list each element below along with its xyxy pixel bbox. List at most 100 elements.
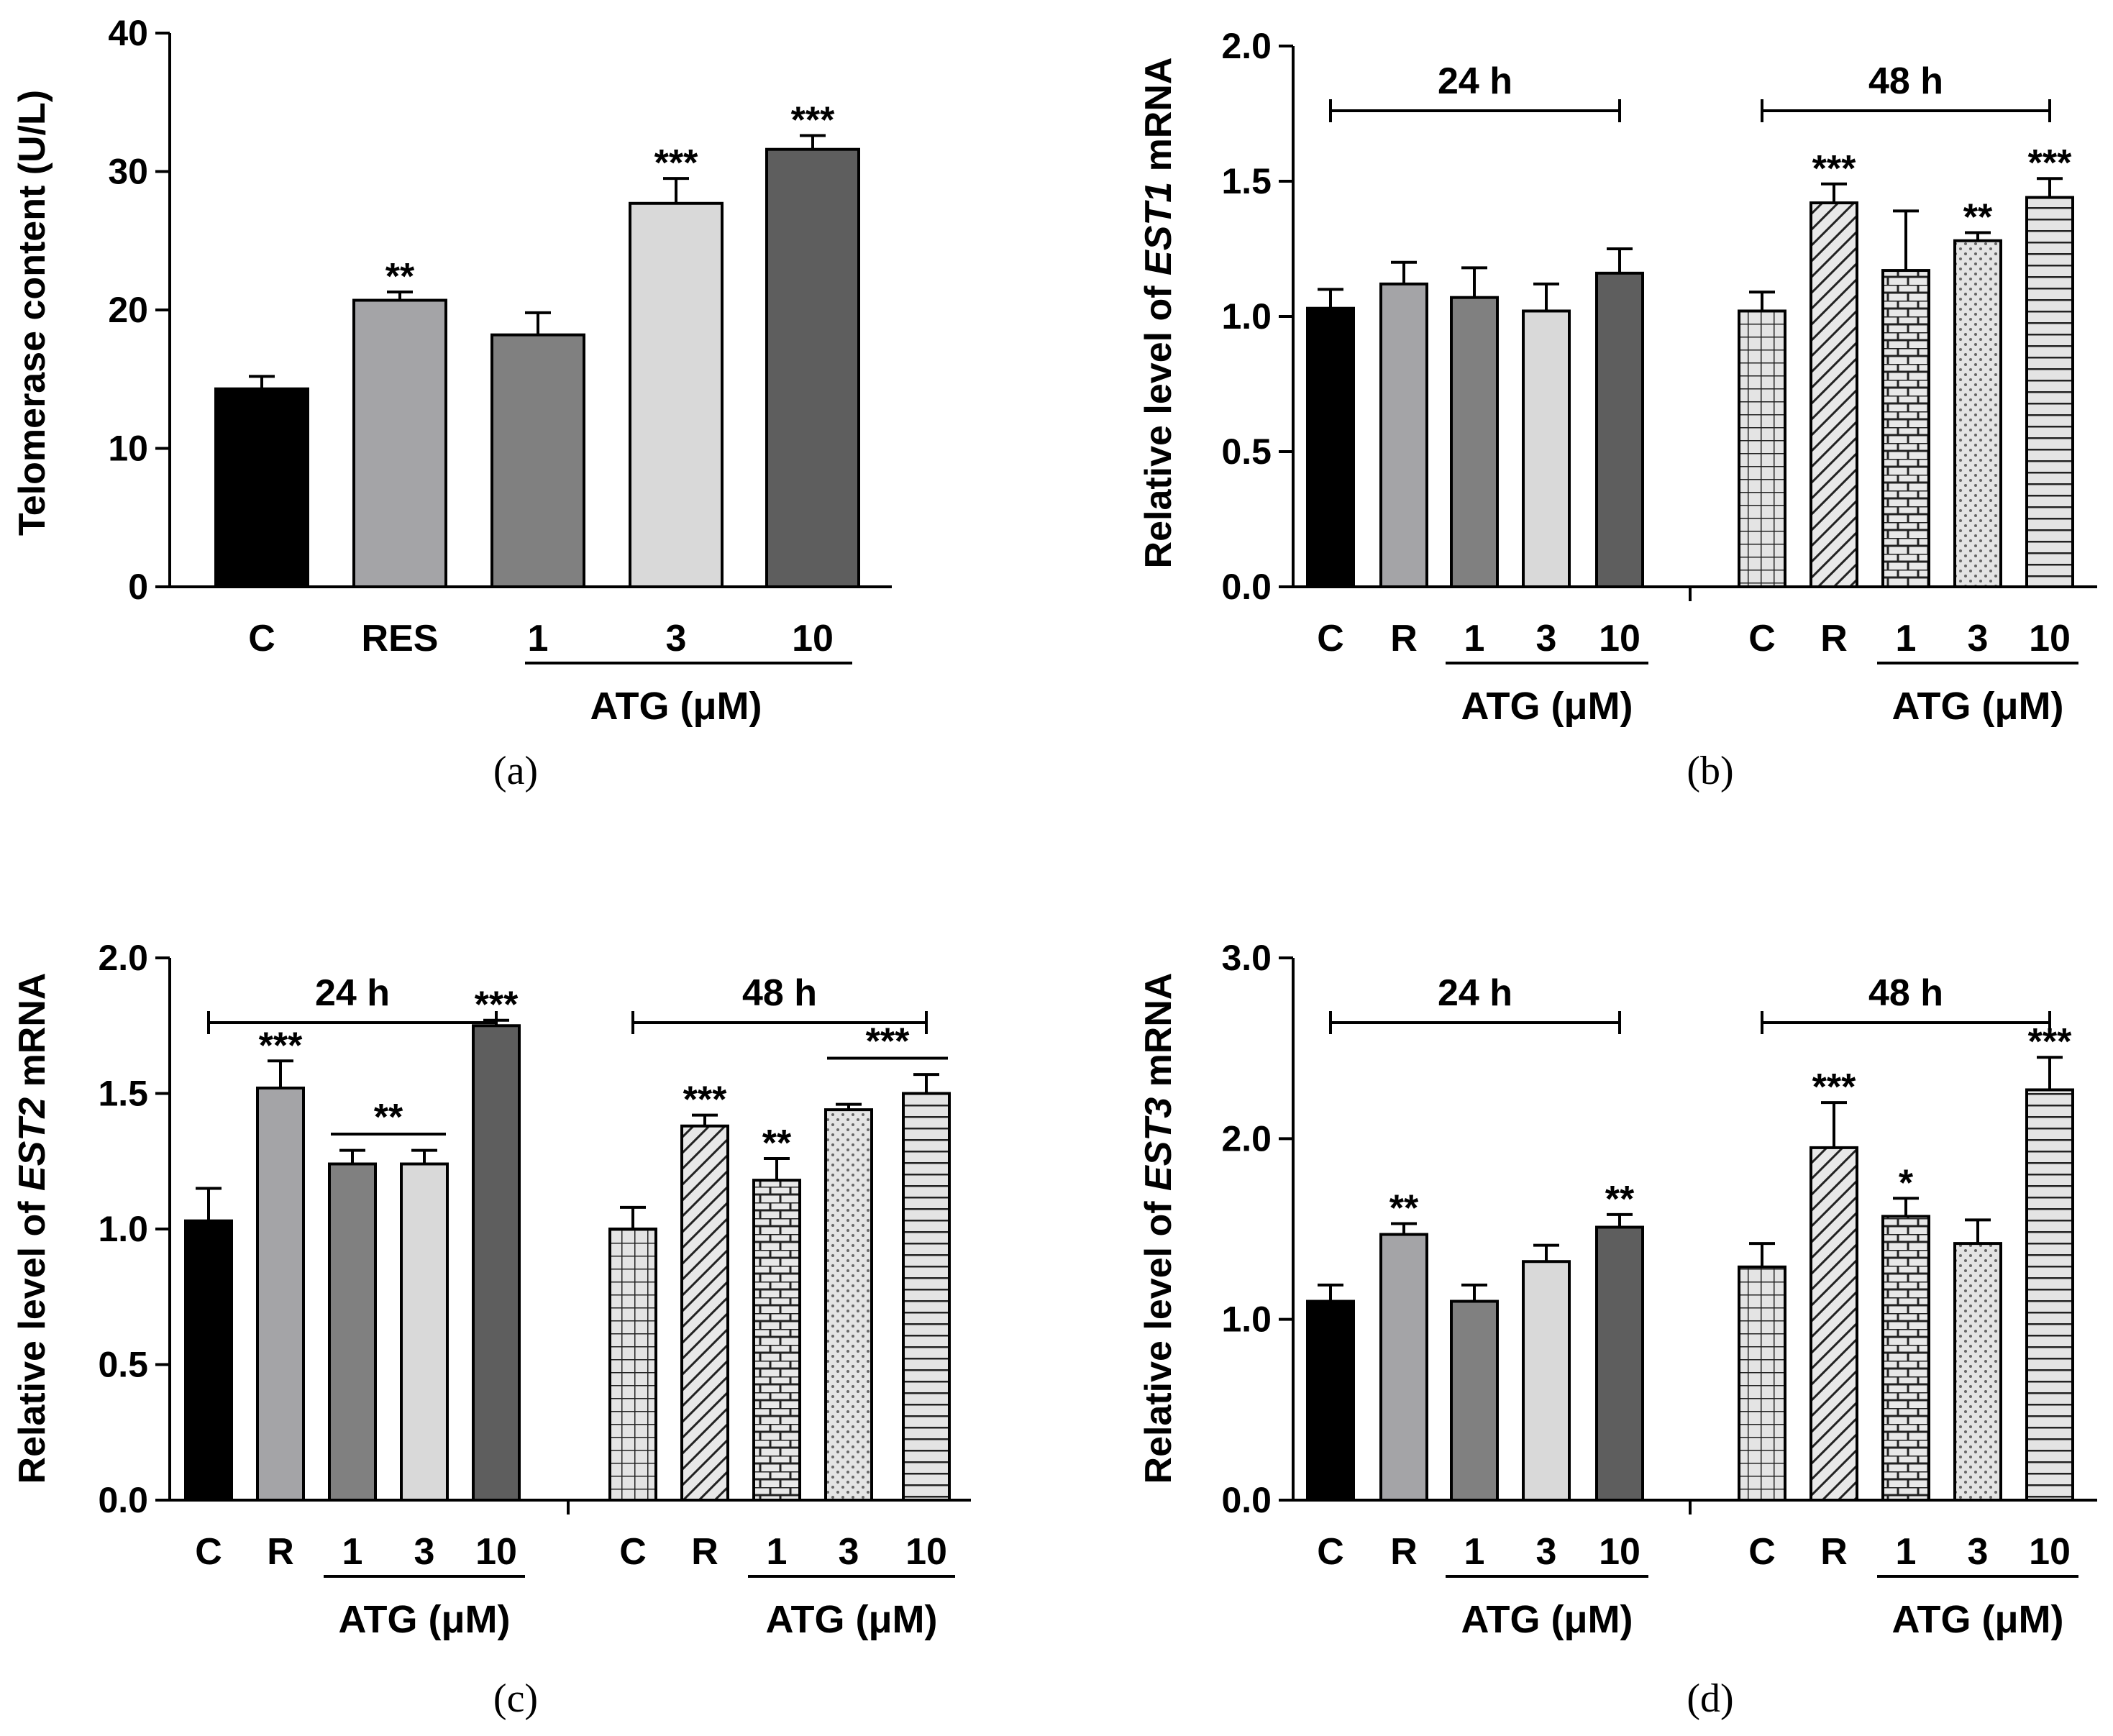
c-significance: *** bbox=[475, 985, 519, 1026]
c-bar bbox=[752, 1179, 801, 1502]
c-y-tick-label: 0.0 bbox=[98, 1480, 148, 1520]
a-significance: *** bbox=[654, 142, 698, 184]
d-significance: *** bbox=[1812, 1066, 1856, 1108]
d-category-label: C bbox=[1748, 1531, 1776, 1573]
c-category-label: R bbox=[691, 1531, 718, 1573]
b-category-label: 1 bbox=[1464, 618, 1485, 659]
d-bar bbox=[1738, 1265, 1786, 1502]
d-significance: ** bbox=[1605, 1179, 1635, 1220]
a-bar bbox=[765, 147, 860, 588]
c-atg-label: ATG (μM) bbox=[339, 1598, 511, 1641]
b-category-label: 10 bbox=[1599, 618, 1640, 659]
d-bar bbox=[1450, 1299, 1499, 1502]
a-significance: ** bbox=[385, 256, 415, 298]
b-y-tick-label: 2.0 bbox=[1221, 26, 1272, 66]
c-y-tick-label: 1.0 bbox=[98, 1209, 148, 1249]
c-time-label: 48 h bbox=[742, 972, 817, 1014]
c-y-tick-label: 0.5 bbox=[98, 1345, 148, 1385]
b-bar bbox=[1953, 239, 2002, 588]
panel-b-est1-chart: Relative level of EST1 mRNA 0.0 0.5 1.0 1.5… bbox=[1138, 26, 2097, 793]
b-bar bbox=[1522, 309, 1571, 588]
d-bar bbox=[1522, 1260, 1571, 1502]
a-y-tick-label: 20 bbox=[108, 290, 148, 330]
panel-c-est2-chart: Relative level of EST2 mRNA 0.0 0.5 1.0 1.5… bbox=[12, 938, 971, 1721]
c-bar bbox=[472, 1024, 521, 1502]
b-category-label: R bbox=[1390, 618, 1418, 659]
panel-c-axes: 0.0 0.5 1.0 1.5 2.0 24 h ATG (μM) 48 h ATG (μM) *… bbox=[98, 938, 971, 1641]
panel-c-label: (c) bbox=[493, 1676, 538, 1721]
panel-a-label: (a) bbox=[493, 749, 538, 793]
d-category-label: 1 bbox=[1896, 1531, 1917, 1573]
d-category-label: 1 bbox=[1464, 1531, 1485, 1573]
a-bar bbox=[214, 387, 309, 588]
c-category-label: 1 bbox=[342, 1531, 363, 1573]
c-category-label: 3 bbox=[414, 1531, 435, 1573]
b-bar bbox=[1881, 269, 1930, 588]
a-bar bbox=[490, 333, 585, 588]
b-significance: *** bbox=[2028, 142, 2072, 184]
b-category-label: R bbox=[1820, 618, 1848, 659]
c-bar bbox=[328, 1162, 377, 1502]
a-y-tick-label: 10 bbox=[108, 429, 148, 469]
d-bar bbox=[2025, 1088, 2074, 1502]
d-y-tick-label: 2.0 bbox=[1221, 1118, 1272, 1159]
a-y-tick-label: 0 bbox=[128, 567, 148, 607]
panel-c-bars: C *** R 1 3 *** 10 C *** R ** 1 3 10 bbox=[184, 985, 951, 1573]
b-bar bbox=[1595, 271, 1644, 588]
d-category-label: C bbox=[1317, 1531, 1344, 1573]
a-atg-label: ATG (μM) bbox=[590, 685, 762, 728]
d-significance: * bbox=[1899, 1162, 1914, 1204]
c-time-label: 24 h bbox=[315, 972, 390, 1014]
b-category-label: C bbox=[1317, 618, 1344, 659]
a-category-label: RES bbox=[362, 618, 439, 659]
panel-a-bars: C ** RES 1 *** 3 *** 10 bbox=[214, 99, 860, 659]
d-category-label: 10 bbox=[1599, 1531, 1640, 1573]
c-bar bbox=[608, 1228, 657, 1502]
b-category-label: 1 bbox=[1896, 618, 1917, 659]
b-time-label: 48 h bbox=[1868, 60, 1943, 102]
c-category-label: 1 bbox=[767, 1531, 788, 1573]
b-significance: ** bbox=[1963, 196, 1993, 238]
a-y-tick-label: 40 bbox=[108, 13, 148, 53]
panel-d-axes: 0.0 1.0 2.0 3.0 24 h ATG (μM) 48 h ATG (μM) bbox=[1221, 938, 2097, 1641]
b-time-label: 24 h bbox=[1438, 60, 1512, 102]
d-atg-label: ATG (μM) bbox=[1892, 1598, 2064, 1641]
b-y-tick-label: 1.5 bbox=[1221, 161, 1272, 201]
panel-d-est3-chart: Relative level of EST3 mRNA 0.0 1.0 2.0 3.0… bbox=[1138, 938, 2097, 1721]
b-y-tick-label: 0.0 bbox=[1221, 567, 1272, 607]
c-category-label: 10 bbox=[905, 1531, 947, 1573]
d-significance: ** bbox=[1389, 1187, 1419, 1229]
c-significance: *** bbox=[683, 1079, 727, 1121]
c-bar bbox=[902, 1092, 951, 1502]
panel-d-label: (d) bbox=[1687, 1676, 1733, 1721]
d-bar bbox=[1881, 1215, 1930, 1502]
a-category-label: 3 bbox=[666, 618, 687, 659]
c-category-label: C bbox=[195, 1531, 222, 1573]
c-y-tick-label: 1.5 bbox=[98, 1074, 148, 1114]
d-category-label: 10 bbox=[2029, 1531, 2071, 1573]
d-time-label: 24 h bbox=[1438, 972, 1512, 1014]
c-category-label: 10 bbox=[475, 1531, 517, 1573]
d-y-tick-label: 1.0 bbox=[1221, 1299, 1272, 1340]
c-significance: *** bbox=[259, 1025, 303, 1066]
b-atg-label: ATG (μM) bbox=[1461, 685, 1633, 728]
b-category-label: 10 bbox=[2029, 618, 2071, 659]
panel-b-label: (b) bbox=[1687, 749, 1733, 793]
d-category-label: 3 bbox=[1536, 1531, 1557, 1573]
panel-a-axes: 0 10 20 30 40 ATG (μM) bbox=[108, 13, 892, 728]
panel-b-bars: C R 1 3 10 C *** R 1 ** 3 *** 10 bbox=[1306, 142, 2074, 659]
c-significance: ** bbox=[762, 1123, 792, 1164]
d-bar bbox=[1595, 1225, 1644, 1502]
a-category-label: 1 bbox=[528, 618, 549, 659]
panel-d-bars: C ** R 1 3 ** 10 C *** R * 1 3 *** 10 bbox=[1306, 1021, 2074, 1573]
d-bar bbox=[1379, 1233, 1428, 1502]
d-time-label: 48 h bbox=[1868, 972, 1943, 1014]
d-category-label: R bbox=[1820, 1531, 1848, 1573]
d-y-tick-label: 0.0 bbox=[1221, 1480, 1272, 1520]
b-category-label: C bbox=[1748, 618, 1776, 659]
b-category-label: 3 bbox=[1536, 618, 1557, 659]
b-bar bbox=[1379, 282, 1428, 588]
a-bar bbox=[629, 201, 724, 588]
panel-d-ylabel: Relative level of EST3 mRNA bbox=[1138, 973, 1179, 1484]
c-category-label: R bbox=[267, 1531, 294, 1573]
